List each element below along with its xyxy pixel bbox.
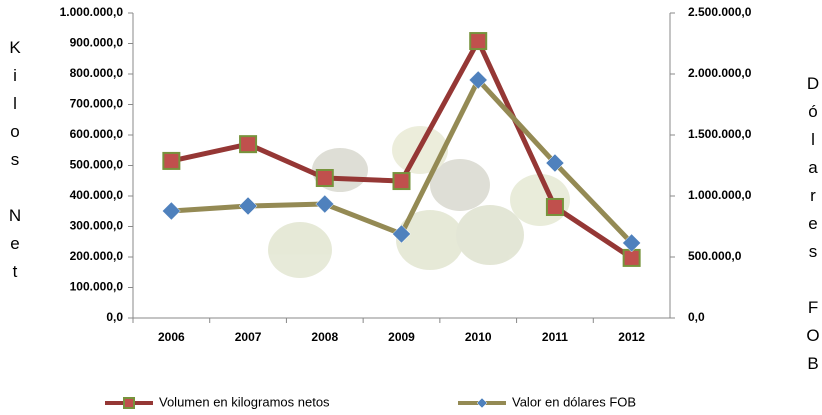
y-tick-label: 400.000,0 xyxy=(70,188,124,202)
data-point xyxy=(239,197,257,215)
data-point xyxy=(162,202,180,220)
y-tick-label: 900.000,0 xyxy=(70,36,124,50)
legend-label: Volumen en kilogramos netos xyxy=(159,394,330,409)
chart: Kilos Net Dólares FOB 0,0 100.000,0 200.00… xyxy=(0,0,822,415)
legend-marker xyxy=(477,398,487,408)
legend-item: Volumen en kilogramos netos xyxy=(105,394,330,409)
y-tick-label: 500.000,0 xyxy=(70,158,124,172)
x-tick-label: 2006 xyxy=(158,330,185,344)
data-point xyxy=(163,153,179,169)
y-tick-label: 0,0 xyxy=(106,310,123,324)
y2-axis-title: Dólares FOB xyxy=(804,74,822,382)
data-point xyxy=(470,33,486,49)
data-point xyxy=(317,170,333,186)
legend-label: Valor en dólares FOB xyxy=(512,394,636,409)
y-tick-label: 800.000,0 xyxy=(70,66,124,80)
data-point xyxy=(240,136,256,152)
y-tick-label: 200.000,0 xyxy=(70,249,124,263)
data-point xyxy=(316,195,334,213)
y2-tick-label: 2.000.000,0 xyxy=(688,66,752,80)
y-tick-label: 700.000,0 xyxy=(70,97,124,111)
legend-item: Valor en dólares FOB xyxy=(458,394,636,409)
data-point xyxy=(547,199,563,215)
data-point xyxy=(394,173,410,189)
y2-tick-label: 2.500.000,0 xyxy=(688,5,752,19)
x-tick-label: 2010 xyxy=(465,330,492,344)
y2-tick-label: 0,0 xyxy=(688,310,705,324)
x-tick-label: 2009 xyxy=(388,330,415,344)
legend-marker xyxy=(124,398,134,408)
y2-tick-label: 1.000.000,0 xyxy=(688,188,752,202)
x-tick-label: 2007 xyxy=(235,330,262,344)
x-tick-label: 2008 xyxy=(311,330,338,344)
y2-tick-label: 1.500.000,0 xyxy=(688,127,752,141)
x-tick-label: 2011 xyxy=(542,330,568,344)
y2-tick-label: 500.000,0 xyxy=(688,249,742,263)
y-tick-label: 100.000,0 xyxy=(70,280,124,294)
x-tick-label: 2012 xyxy=(618,330,645,344)
y-tick-label: 300.000,0 xyxy=(70,219,124,233)
y-tick-label: 1.000.000,0 xyxy=(60,5,124,19)
y-tick-label: 600.000,0 xyxy=(70,127,124,141)
y-axis-title: Kilos Net xyxy=(6,38,25,290)
